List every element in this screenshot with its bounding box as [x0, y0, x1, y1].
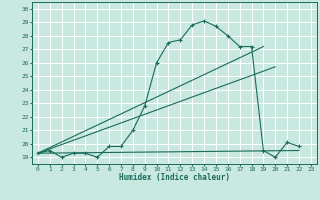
X-axis label: Humidex (Indice chaleur): Humidex (Indice chaleur) — [119, 173, 230, 182]
